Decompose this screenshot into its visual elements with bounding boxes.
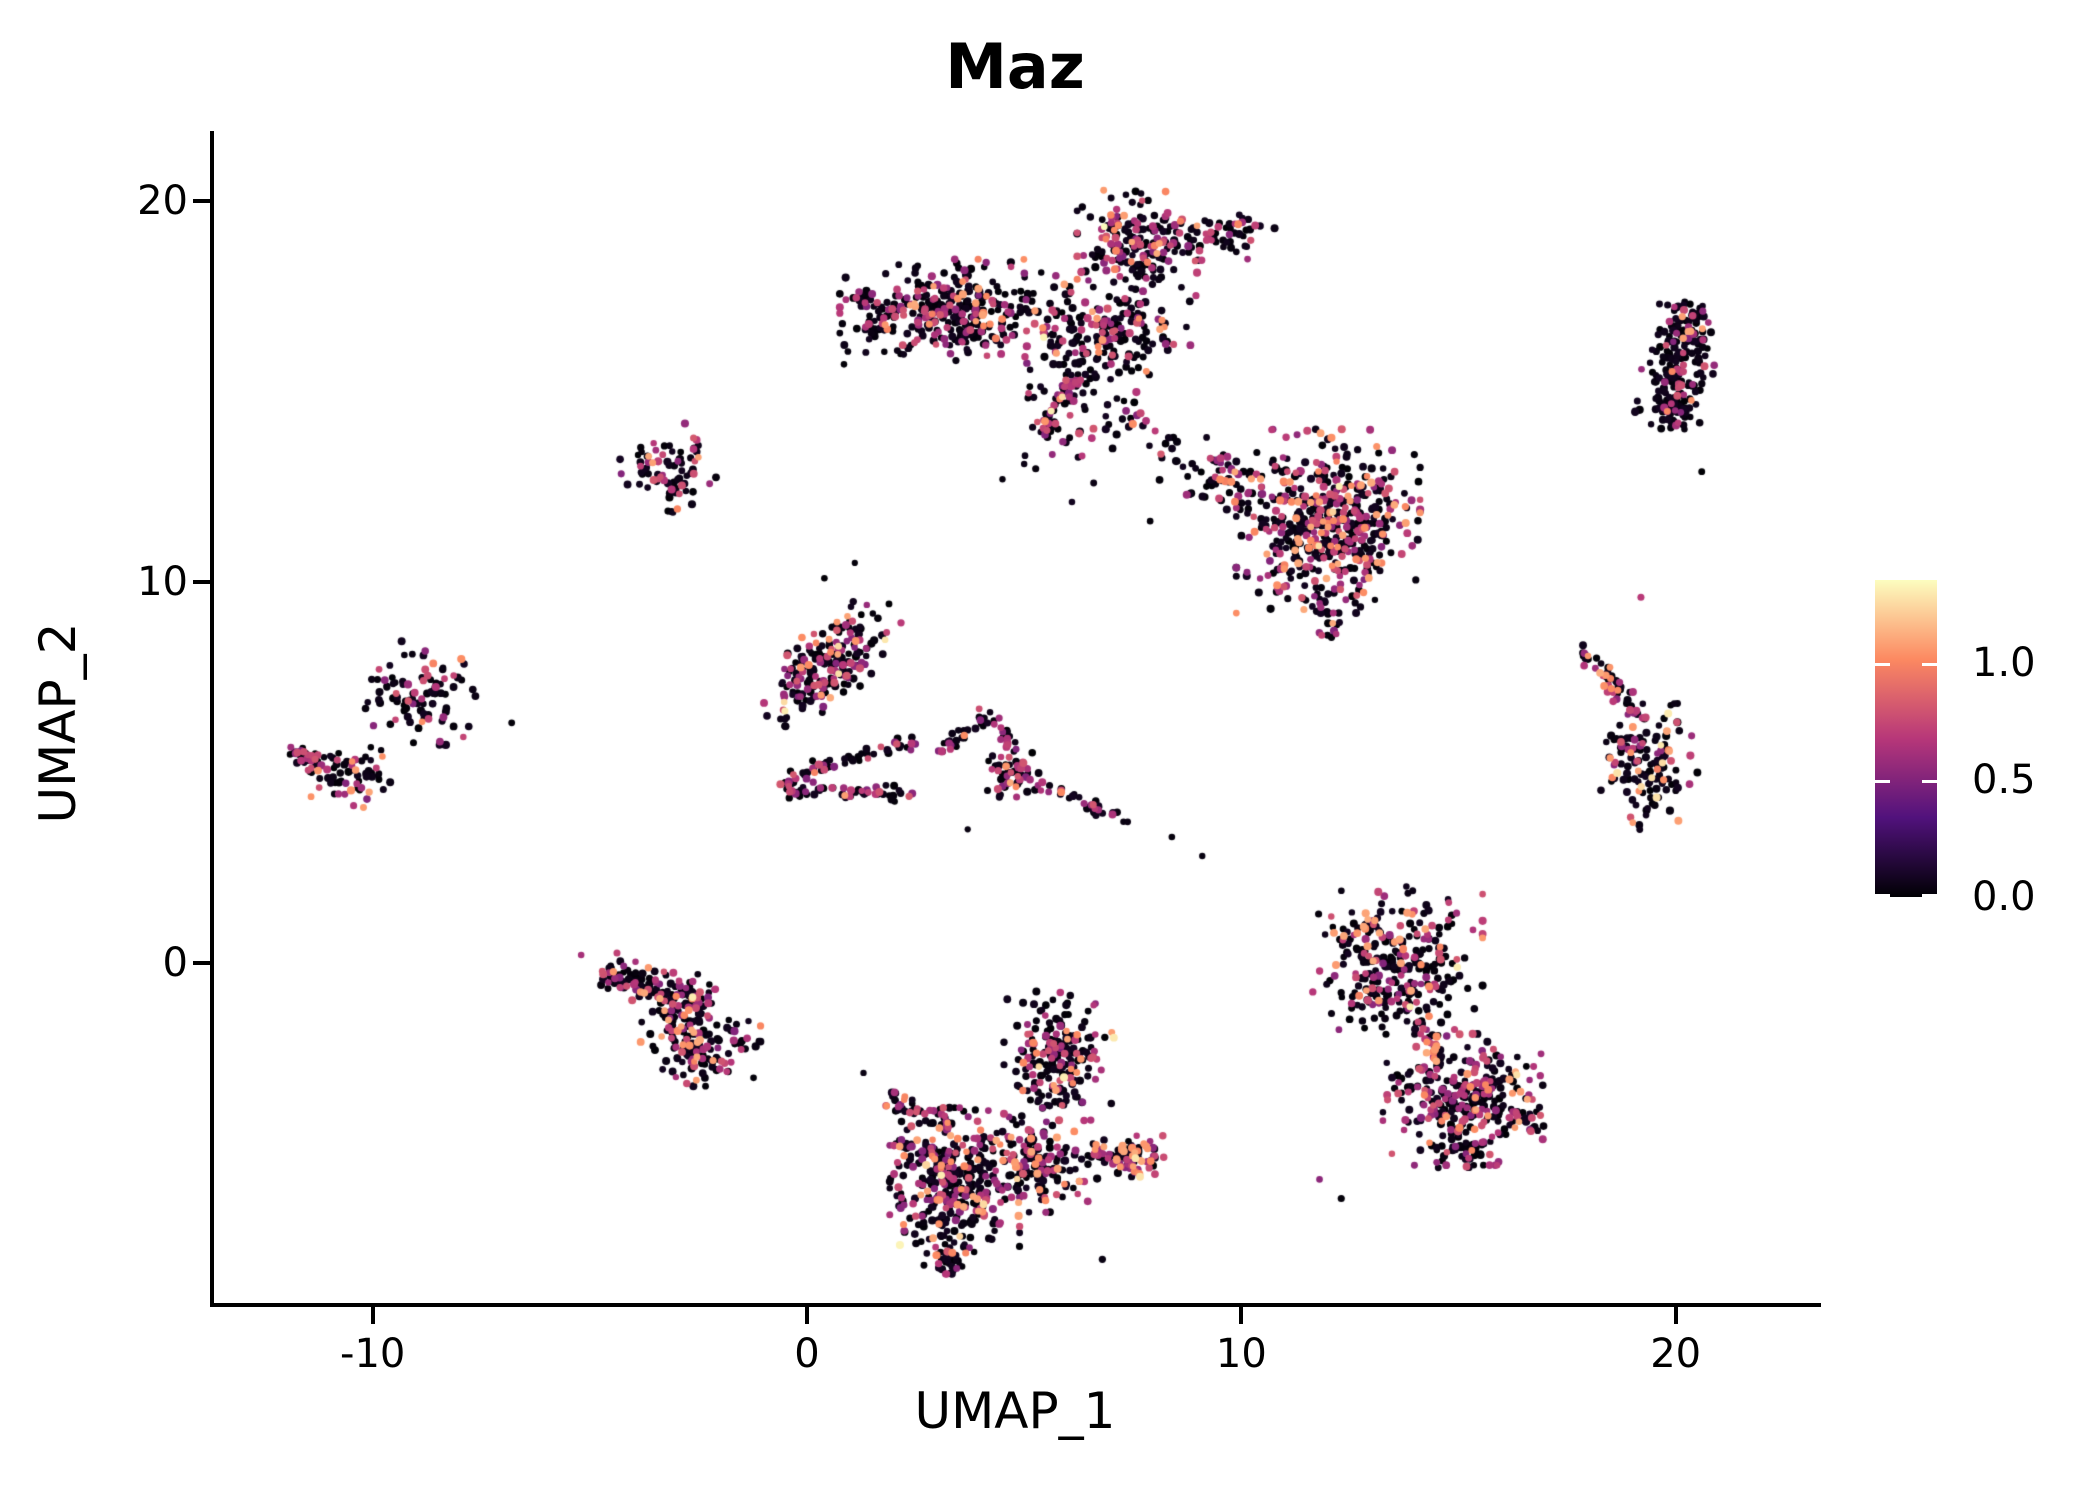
- y-tick-label: 0: [162, 939, 188, 986]
- colorbar-tick-label: 1.0: [1972, 640, 2036, 687]
- colorbar-tick-mark: [1875, 894, 1890, 897]
- x-tick-label: 20: [1650, 1331, 1702, 1377]
- y-tick-mark: [193, 960, 210, 965]
- chart-title: Maz: [945, 30, 1085, 103]
- colorbar-tick-mark: [1875, 663, 1890, 667]
- x-tick-mark: [805, 1307, 810, 1324]
- x-axis-label: UMAP_1: [914, 1382, 1116, 1440]
- colorbar-tick-label: 0.5: [1972, 757, 2036, 804]
- x-tick-mark: [370, 1307, 375, 1324]
- colorbar-tick-mark: [1875, 780, 1890, 784]
- y-tick-mark: [193, 199, 210, 204]
- y-axis-line: [210, 131, 214, 1307]
- colorbar-tick-mark: [1922, 894, 1937, 897]
- x-tick-mark: [1673, 1307, 1678, 1324]
- colorbar-gradient: [1875, 580, 1937, 897]
- y-tick-mark: [193, 580, 210, 584]
- x-tick-mark: [1239, 1307, 1244, 1324]
- colorbar-tick-mark: [1922, 780, 1937, 784]
- x-tick-label: -10: [340, 1331, 406, 1377]
- colorbar-tick-mark: [1922, 663, 1937, 667]
- x-axis-line: [210, 1303, 1821, 1307]
- x-tick-label: 10: [1215, 1331, 1267, 1377]
- y-tick-label: 20: [137, 178, 188, 225]
- colorbar-tick-label: 0.0: [1972, 874, 2036, 920]
- y-tick-label: 10: [137, 559, 188, 605]
- x-tick-label: 0: [794, 1331, 820, 1377]
